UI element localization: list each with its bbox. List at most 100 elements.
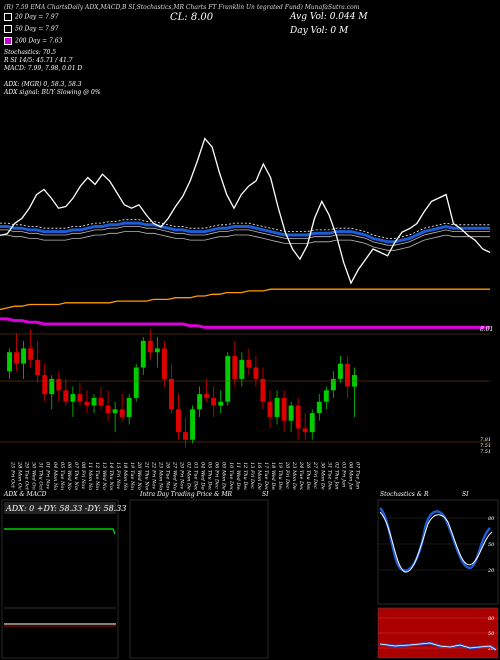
candlesticks <box>7 329 357 448</box>
adx-panel <box>1 499 119 659</box>
candle-body <box>112 409 118 414</box>
date-tick: 16 Mon Dec <box>256 462 262 490</box>
date-tick: 25 Fri Oct <box>10 461 16 489</box>
candle-body <box>267 401 273 417</box>
candle-body <box>21 348 27 364</box>
stoch-tick-50: 50 <box>488 542 495 548</box>
date-tick: 07 Tue Jan <box>354 462 360 489</box>
candle-body <box>154 348 160 353</box>
date-tick: 07 Thu Nov <box>73 462 79 490</box>
date-tick: 18 Wed Dec <box>270 462 276 490</box>
candle-body <box>295 405 301 429</box>
candle-body <box>56 378 62 391</box>
candle-body <box>147 340 153 353</box>
candle-body <box>309 413 315 433</box>
date-tick: 27 Fri Dec <box>312 461 318 489</box>
legend-50day-swatch <box>4 25 12 33</box>
date-tick: 12 Thu Dec <box>242 462 248 490</box>
candle-body <box>344 363 350 387</box>
adx-panel-title: ADX & MACD <box>4 491 47 498</box>
date-tick: 05 Thu Dec <box>207 462 213 490</box>
candle-body <box>7 352 12 372</box>
candle-body <box>316 401 322 414</box>
stoch-tick-20: 20 <box>487 568 495 574</box>
date-tick: 02 Mon Dec <box>186 462 192 490</box>
date-tick: 31 Tue Dec <box>326 462 332 490</box>
date-tick: 25 Mon Nov <box>157 461 163 490</box>
candle-body <box>190 409 196 440</box>
candle-body <box>133 367 139 398</box>
date-tick: 26 Tue Nov <box>164 461 170 490</box>
candle-body <box>232 356 238 379</box>
date-tick: 17 Tue Dec <box>263 462 269 490</box>
date-tick: 24 Tue Dec <box>298 461 304 490</box>
day-volume: Day Vol: 0 M <box>290 26 349 36</box>
date-tick: 29 Fri Nov <box>178 461 184 489</box>
stat-adx-signal: ADX signal: BUY Slowing @ 0% <box>4 89 101 96</box>
candle-body <box>337 363 343 379</box>
candle-body <box>77 394 83 402</box>
moving-average-lines <box>0 137 491 329</box>
legend-50day: 50 Day = 7.97 <box>4 25 59 34</box>
candle-body <box>323 390 329 402</box>
ema-dotted-line <box>0 219 490 239</box>
candle-body <box>225 356 231 402</box>
candle-body <box>119 409 125 417</box>
price-line <box>0 137 491 285</box>
date-tick: 19 Thu Dec <box>277 462 283 490</box>
date-tick: 22 Fri Nov <box>150 461 156 489</box>
legend-200day: 200 Day = 7.63 <box>4 37 62 46</box>
stoch-panel-si: SI <box>462 491 469 498</box>
date-tick: 26 Thu Dec <box>305 461 311 490</box>
candle-body <box>239 359 245 379</box>
candle-body <box>168 378 174 410</box>
date-tick: 15 Fri Nov <box>115 462 121 489</box>
stoch-k-line <box>379 507 491 572</box>
candle-body <box>70 394 76 402</box>
intraday-panel-si: SI <box>262 491 269 498</box>
legend-200day-label: 200 Day = 7.63 <box>15 37 63 45</box>
rsi-overlay-line <box>379 642 497 651</box>
date-tick: 27 Wed Nov <box>171 461 177 490</box>
date-tick: 05 Tue Nov <box>59 462 65 490</box>
date-tick: 14 Thu Nov <box>108 462 114 490</box>
date-tick: 02 Thu Jan <box>333 462 339 490</box>
candle-body <box>274 397 280 417</box>
adx-readout-box <box>4 502 116 514</box>
date-tick: 21 Thu Nov <box>143 461 149 490</box>
date-tick: 23 Mon Dec <box>291 461 297 490</box>
chart-header-line: (R) 7.59 EMA ChartsDaily ADX,MACD,B SI,S… <box>4 4 360 11</box>
price-label-bottom-2: 7.51 <box>480 449 491 455</box>
stat-rsi: R SI 14/5: 45.71 / 41.7 <box>4 57 73 64</box>
candle-body <box>197 394 203 410</box>
adx-line <box>4 528 116 535</box>
candle-body <box>281 397 287 421</box>
adx-readout: ADX: 0 +DY: 58.33 -DY: 58.33 <box>5 504 126 513</box>
candle-body <box>288 405 294 421</box>
close-label: CL: 8.00 <box>170 12 214 23</box>
candle-body <box>302 428 308 433</box>
date-tick: 18 Mon Nov <box>122 462 128 490</box>
date-tick: 03 Tue Dec <box>193 462 199 490</box>
intraday-panel-title: Intra Day Trading Price & MR <box>140 491 233 498</box>
date-tick: 11 Wed Dec <box>235 462 241 490</box>
candle-body <box>204 394 210 398</box>
legend-200day-swatch <box>4 37 12 45</box>
date-tick: 20 Fri Dec <box>284 461 290 489</box>
candle-body <box>260 378 266 402</box>
candle-body <box>140 340 146 368</box>
indicator-panels: ADX: 0 +DY: 58.33 -DY: 58.33 80 50 20 80… <box>1 499 499 659</box>
candle-body <box>218 401 224 406</box>
candle-body <box>176 409 181 433</box>
date-tick: 30 Mon Dec <box>319 462 325 490</box>
avg-volume: Avg Vol: 0.044 M <box>290 12 368 22</box>
date-tick: 04 Mon Nov <box>52 462 58 490</box>
candle-body <box>14 352 20 364</box>
date-tick: 31 Thu Oct <box>38 462 44 490</box>
date-tick: 30 Wed Oct <box>31 462 37 490</box>
candle-body <box>42 375 48 395</box>
legend-20day-label: 20 Day = 7.97 <box>15 13 59 21</box>
date-tick: 28 Mon Oct <box>17 461 23 490</box>
candle-body <box>105 405 111 414</box>
date-tick: 13 Fri Dec <box>249 462 255 489</box>
